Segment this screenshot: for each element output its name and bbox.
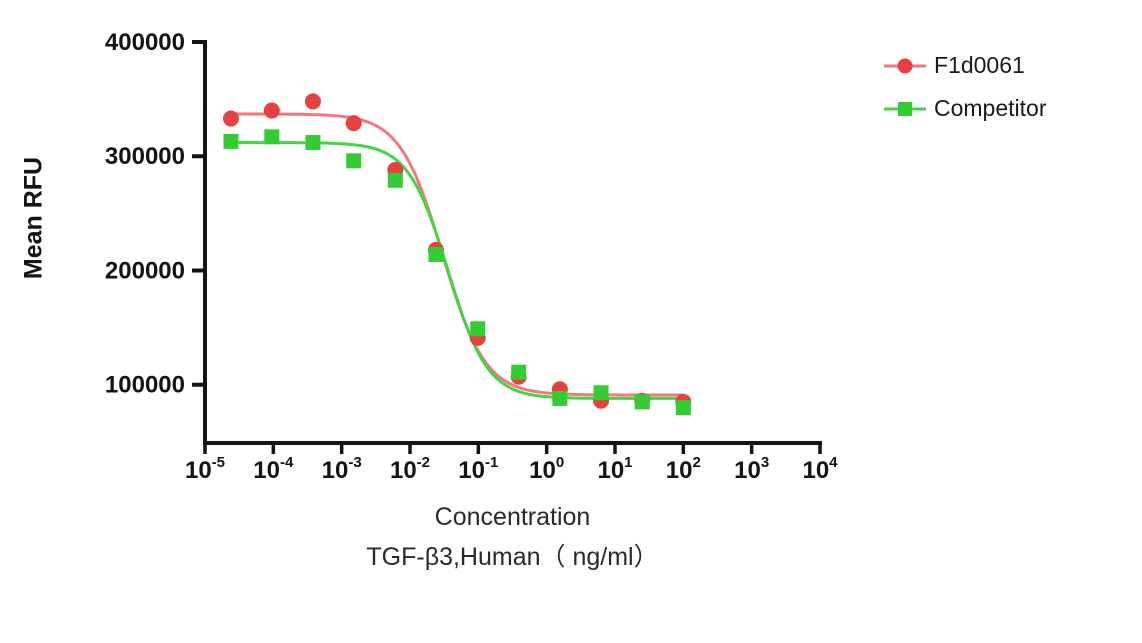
data-point-competitor — [223, 133, 239, 149]
legend-item-competitor: Competitor — [882, 95, 1046, 122]
data-point-competitor — [511, 364, 527, 380]
fit-curve-competitor — [231, 141, 684, 400]
y-tick-label: 200000 — [105, 257, 185, 284]
x-tick-label: 101 — [597, 454, 632, 484]
y-tick-label: 400000 — [105, 29, 185, 56]
x-tick-label: 103 — [734, 454, 769, 484]
x-tick-label: 100 — [529, 454, 564, 484]
data-point-competitor — [675, 400, 691, 416]
y-axis-title: Mean RFU — [19, 156, 48, 280]
legend-item-f1d0061: F1d0061 — [882, 52, 1046, 79]
x-tick-label: 10-4 — [253, 454, 294, 484]
legend: F1d0061 Competitor — [882, 52, 1046, 122]
x-tick-label: 10-2 — [390, 454, 430, 484]
data-point-competitor — [470, 321, 486, 337]
data-point-f1d0061 — [304, 93, 321, 110]
x-tick-label: 10-3 — [322, 454, 362, 484]
x-tick-label: 104 — [802, 454, 838, 484]
y-tick-label: 100000 — [105, 372, 185, 399]
legend-label-competitor: Competitor — [934, 95, 1047, 121]
data-point-competitor — [428, 246, 444, 262]
legend-line-circle-icon — [884, 58, 926, 73]
data-point-competitor — [552, 390, 568, 406]
x-tick-label: 10-5 — [185, 454, 225, 484]
data-point-competitor — [593, 385, 609, 401]
legend-line-square-icon — [884, 101, 926, 116]
data-point-competitor — [346, 153, 362, 169]
data-point-f1d0061 — [345, 115, 362, 132]
data-point-competitor — [305, 135, 321, 151]
data-point-competitor — [387, 172, 403, 188]
data-point-f1d0061 — [222, 110, 239, 127]
x-axis-title-line2: TGF-β3,Human（ ng/ml） — [366, 543, 659, 571]
y-tick-label: 300000 — [105, 143, 185, 170]
x-tick-label: 10-1 — [458, 454, 498, 484]
x-tick-label: 102 — [666, 454, 701, 484]
fit-curve-f1d0061 — [231, 112, 684, 397]
data-point-competitor — [264, 129, 280, 145]
data-point-competitor — [634, 394, 650, 410]
data-point-f1d0061 — [263, 102, 280, 119]
x-axis-title-line1: Concentration — [434, 503, 591, 531]
legend-label-f1d0061: F1d0061 — [934, 52, 1025, 78]
